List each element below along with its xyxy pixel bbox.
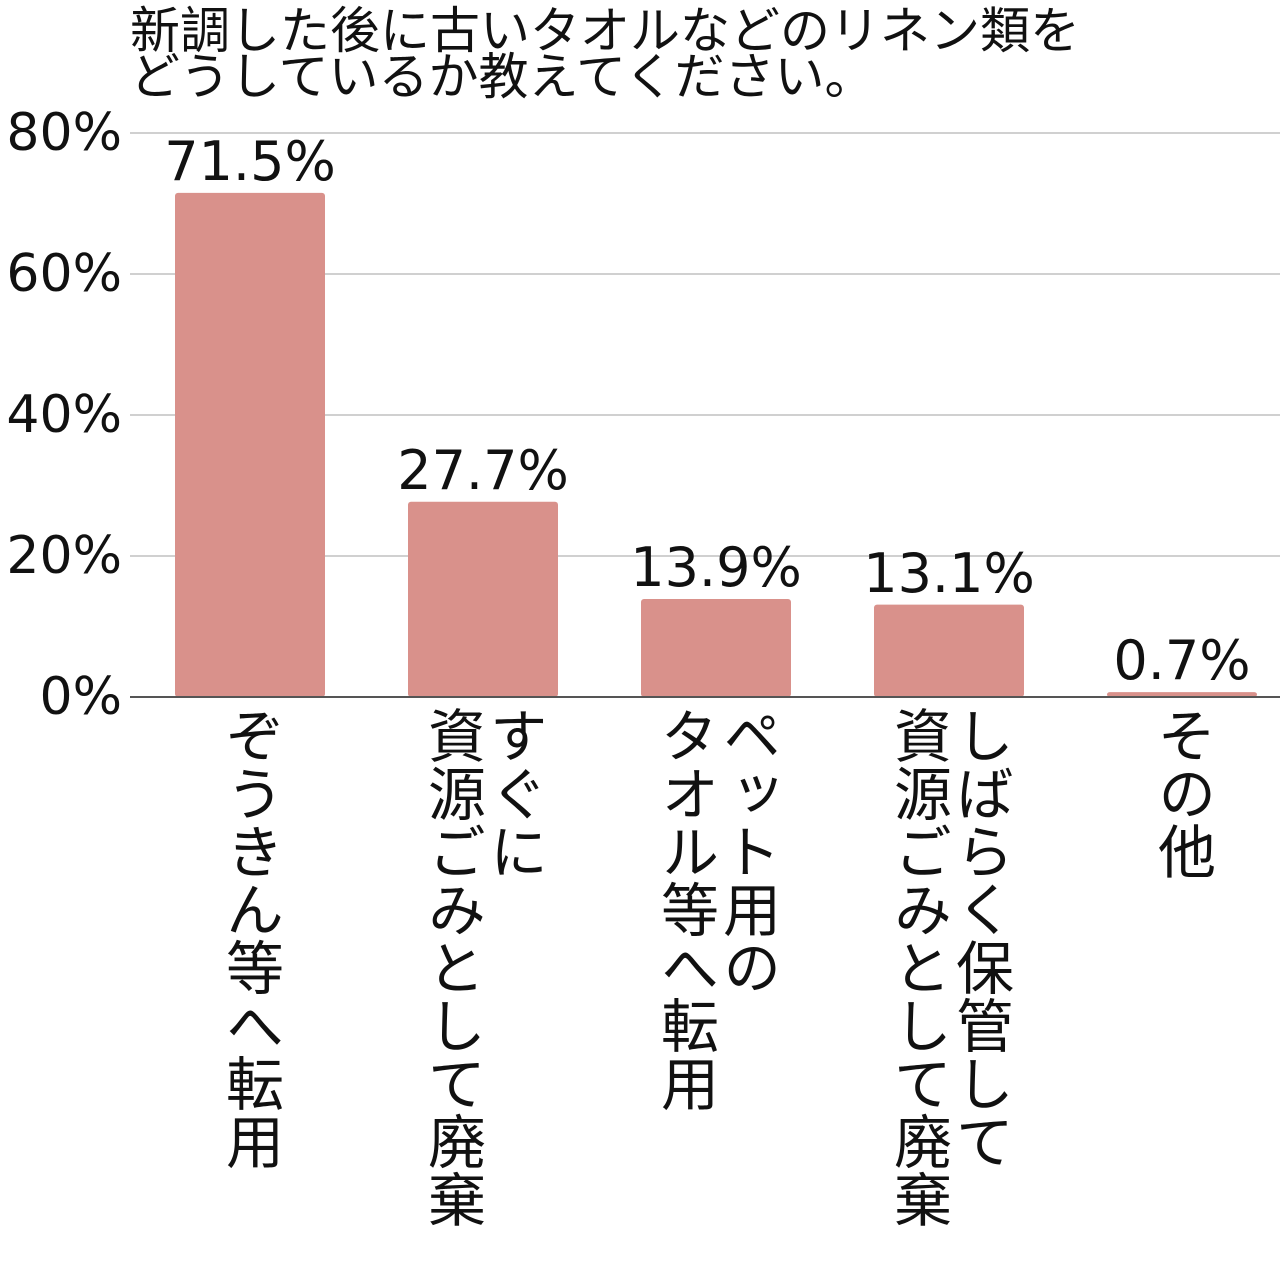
- category-label: ぞうきん等へ転用: [216, 706, 284, 1170]
- value-label: 27.7%: [397, 438, 569, 502]
- category-label: ペット用の タオル等へ転用: [651, 706, 781, 1112]
- value-label: 0.7%: [1113, 629, 1251, 693]
- chart-title-line-1: 新調した後に古いタオルなどのリネン類を: [130, 2, 1080, 60]
- bar: [874, 604, 1024, 697]
- value-label: 13.1%: [863, 541, 1035, 605]
- bar: [408, 501, 558, 697]
- y-tick-label: 60%: [6, 244, 122, 304]
- bar: [1107, 692, 1257, 697]
- category-label: しばらく保管して 資源ごみとして廃棄: [884, 706, 1014, 1228]
- y-tick-label: 40%: [6, 385, 122, 445]
- y-tick-label: 80%: [6, 103, 122, 163]
- bar: [641, 599, 791, 697]
- value-label: 71.5%: [164, 129, 336, 193]
- category-label: すぐに 資源ごみとして廃棄: [418, 706, 548, 1228]
- category-label: その他: [1148, 706, 1216, 880]
- value-label: 13.9%: [630, 536, 802, 599]
- y-tick-label: 0%: [39, 667, 123, 727]
- bar: [175, 192, 325, 698]
- y-tick-label: 20%: [6, 526, 122, 586]
- chart-title-line-2: どうしているか教えてください。: [130, 48, 875, 106]
- bars: [175, 192, 1257, 698]
